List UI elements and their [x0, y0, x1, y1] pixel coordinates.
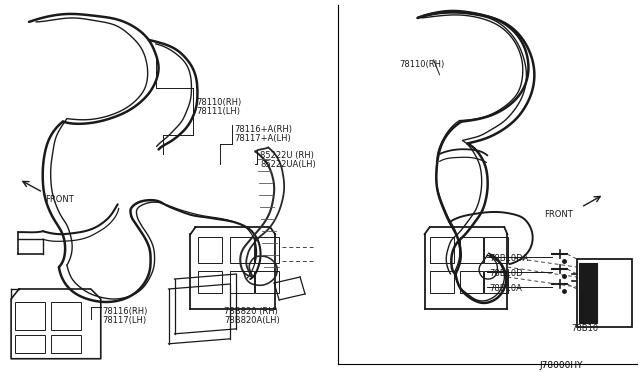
Bar — [484, 237, 508, 263]
Bar — [198, 271, 222, 293]
Bar — [577, 259, 632, 327]
Bar — [255, 237, 279, 263]
Text: FRONT: FRONT — [544, 210, 573, 219]
Bar — [484, 271, 508, 293]
Bar — [51, 335, 81, 353]
Bar — [429, 271, 454, 293]
Bar — [15, 302, 45, 330]
Bar — [429, 237, 454, 263]
Bar — [51, 302, 81, 330]
Bar — [255, 271, 279, 293]
Text: FRONT: FRONT — [45, 195, 74, 204]
Bar — [230, 237, 254, 263]
Text: 78B10DA: 78B10DA — [490, 254, 529, 263]
Text: 78117(LH): 78117(LH) — [103, 316, 147, 325]
Text: 78B820 (RH): 78B820 (RH) — [225, 307, 278, 316]
Text: 78117+A(LH): 78117+A(LH) — [234, 134, 291, 142]
Text: 78B10D: 78B10D — [490, 269, 523, 278]
Text: 78B10A: 78B10A — [490, 284, 522, 293]
Bar — [460, 271, 483, 293]
Text: 78111(LH): 78111(LH) — [196, 107, 241, 116]
Text: 85222U (RH): 85222U (RH) — [260, 151, 314, 160]
Text: 78116(RH): 78116(RH) — [103, 307, 148, 316]
Bar — [579, 263, 597, 323]
Text: 78B10: 78B10 — [571, 324, 598, 333]
Text: 78116+A(RH): 78116+A(RH) — [234, 125, 292, 134]
Text: J78000HY: J78000HY — [540, 361, 583, 370]
Text: 85222UA(LH): 85222UA(LH) — [260, 160, 316, 169]
Text: 78B820A(LH): 78B820A(LH) — [225, 316, 280, 325]
Bar — [15, 335, 45, 353]
Bar — [198, 237, 222, 263]
Bar — [230, 271, 254, 293]
Text: 78110(RH): 78110(RH) — [400, 60, 445, 69]
Text: 78110(RH): 78110(RH) — [196, 98, 242, 107]
Bar — [460, 237, 483, 263]
